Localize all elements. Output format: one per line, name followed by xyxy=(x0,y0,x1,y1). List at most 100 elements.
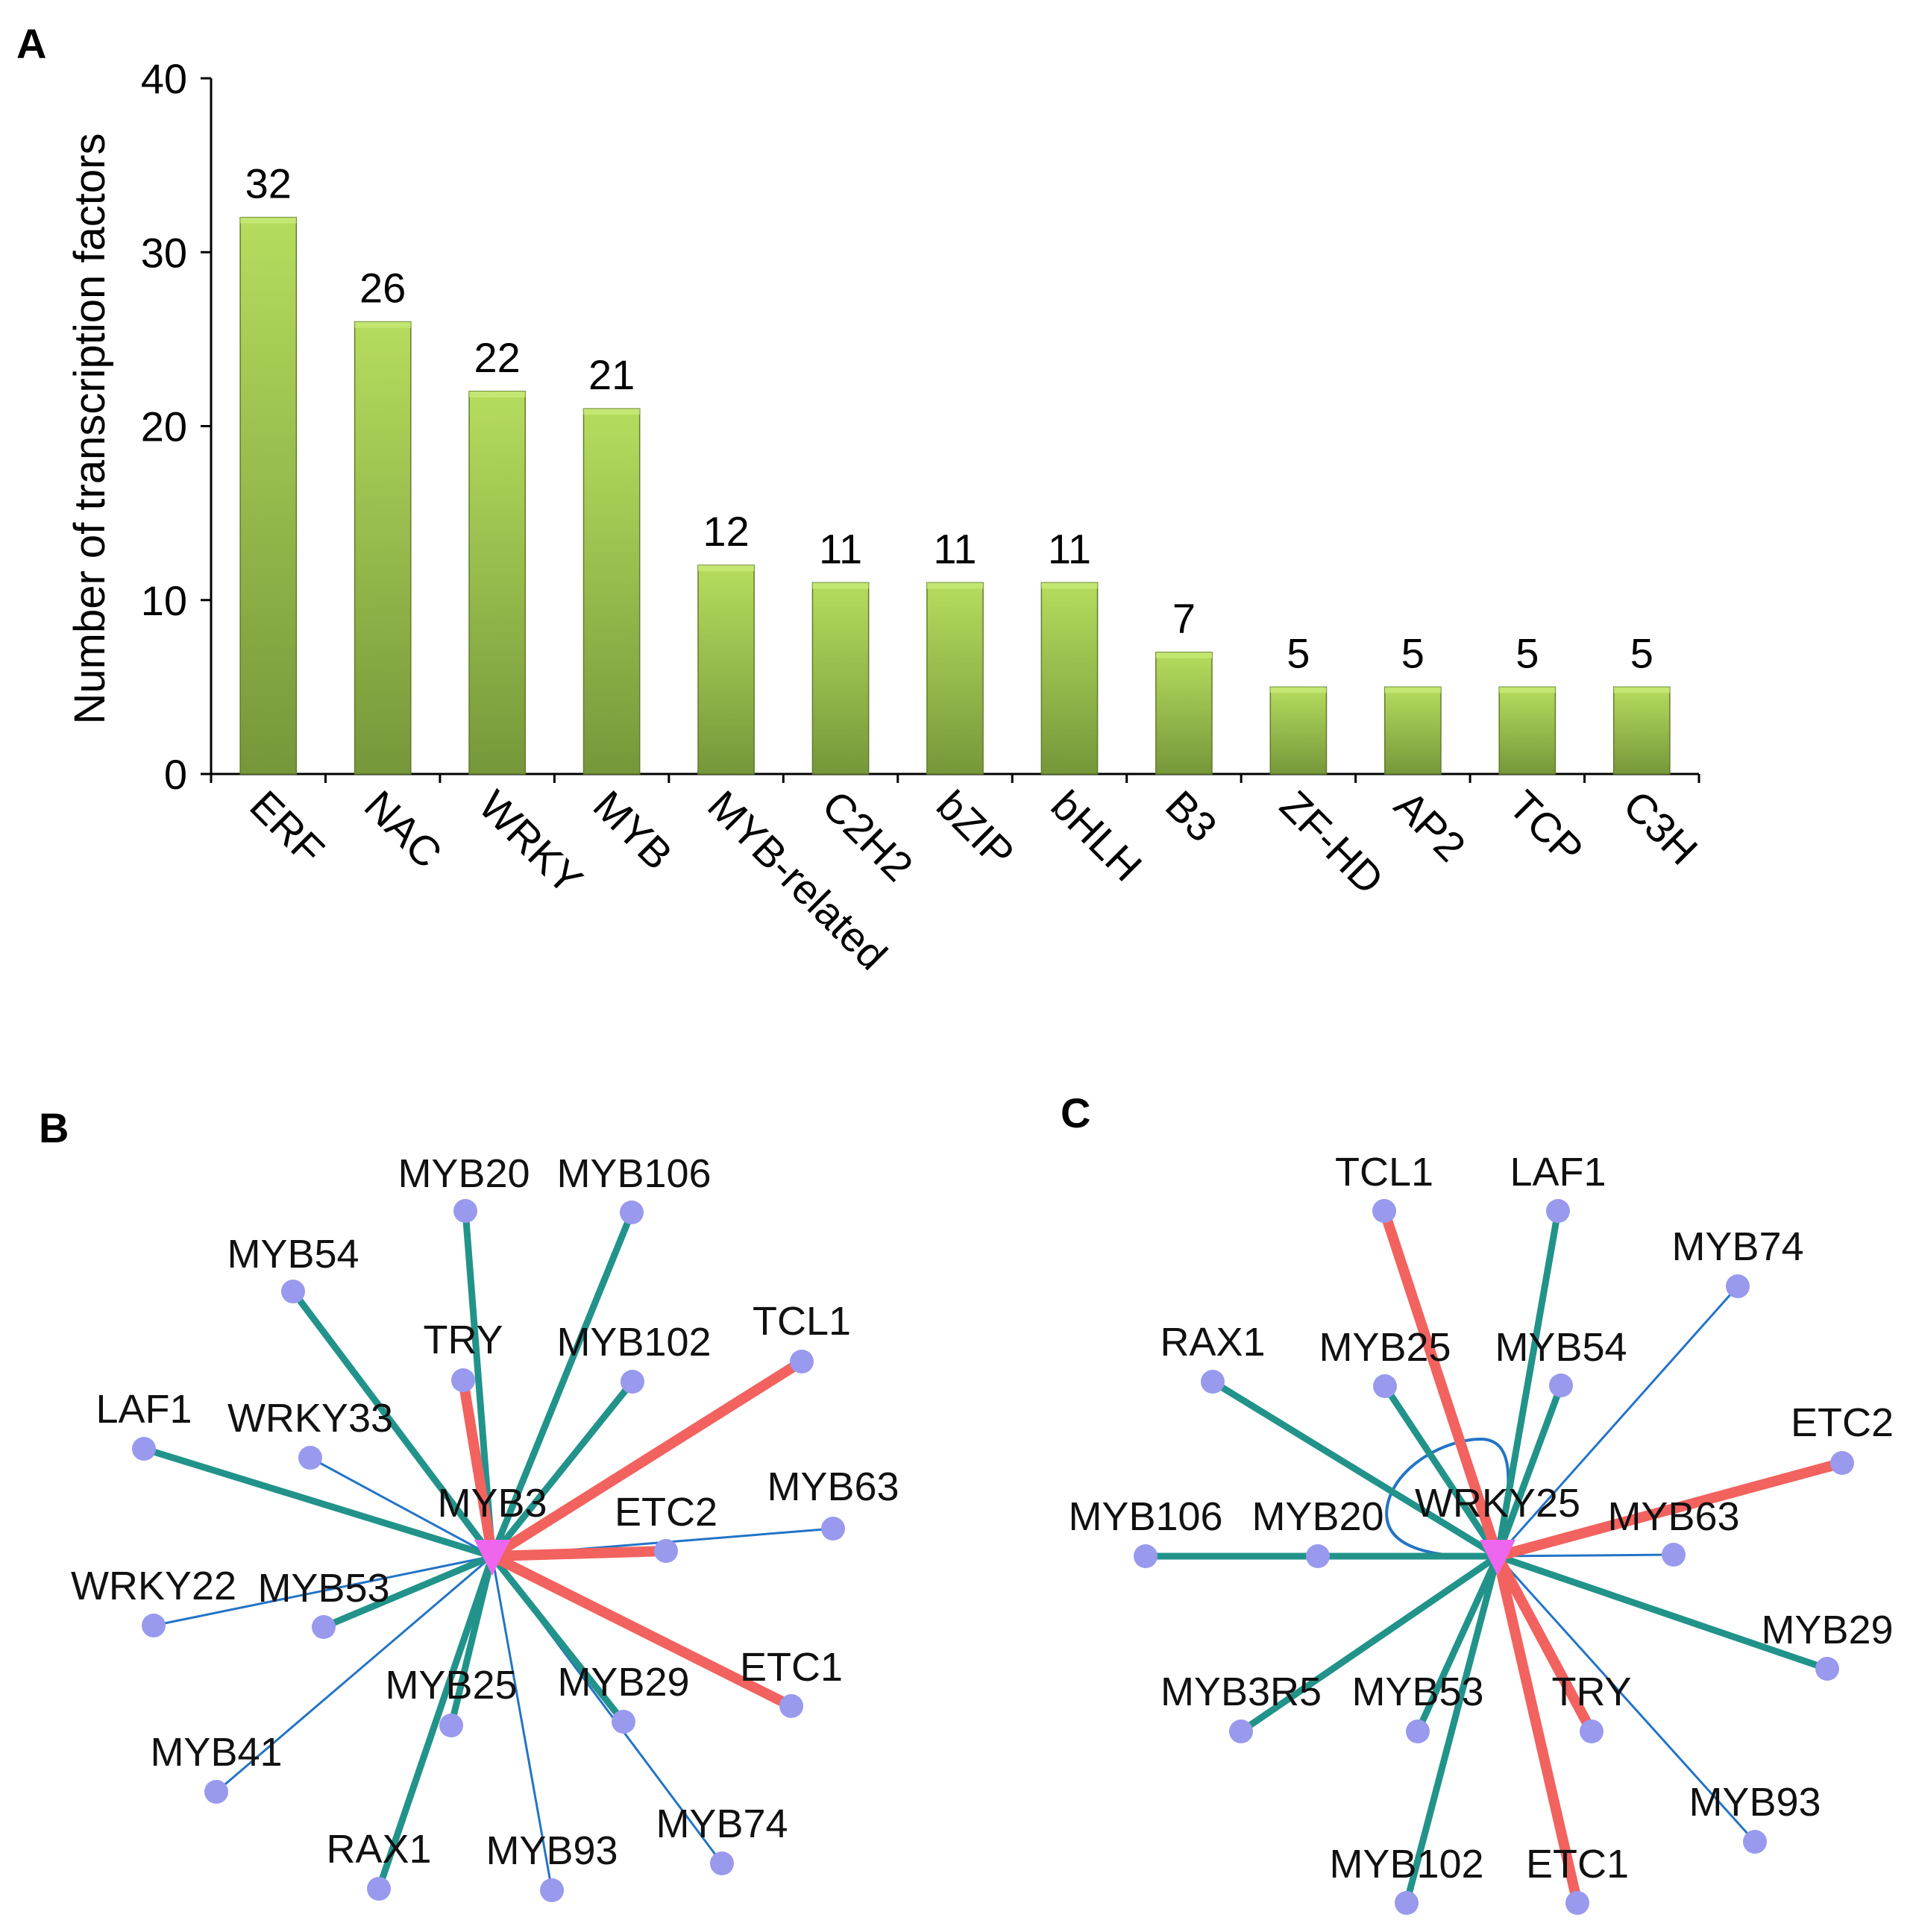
category-label: TCP xyxy=(1500,781,1592,874)
data-label: 12 xyxy=(703,508,749,555)
node-label: TRY xyxy=(423,1318,503,1362)
edge-red xyxy=(492,1551,666,1556)
data-label: 11 xyxy=(933,525,976,572)
category-label: C3H xyxy=(1615,781,1707,874)
node-label: MYB106 xyxy=(556,1151,711,1196)
edge-teal xyxy=(492,1382,632,1556)
data-label: 11 xyxy=(1048,525,1091,572)
y-tick-label: 20 xyxy=(141,403,187,450)
node-etc2 xyxy=(1830,1451,1854,1475)
bar-chart: 010203040 322622 2112 11 11 1175 5 5 5 ERF NAC WR… xyxy=(66,55,1707,979)
node-myb106 xyxy=(1134,1544,1158,1568)
node-rax1 xyxy=(1201,1370,1225,1394)
node-myb29 xyxy=(612,1710,635,1734)
data-label: 5 xyxy=(1401,629,1425,676)
node-try xyxy=(451,1368,475,1392)
x-ticks xyxy=(211,774,1699,783)
node-label: ETC1 xyxy=(740,1645,843,1690)
bar-top-highlight xyxy=(1156,652,1212,658)
node-wrky22 xyxy=(142,1614,166,1637)
y-tick-label: 30 xyxy=(141,229,187,276)
node-label: WRKY22 xyxy=(71,1564,236,1608)
node-try xyxy=(1580,1719,1604,1743)
data-label: 26 xyxy=(359,265,406,312)
network-b-labels: MYB20 MYB106MYB54TRY MYB102 TCL1LAF1 WRKY33E… xyxy=(71,1151,899,1873)
bar-bzip xyxy=(927,582,983,774)
bar-bhlh xyxy=(1041,582,1097,774)
node-label: MYB54 xyxy=(227,1232,359,1277)
bar-tcp xyxy=(1499,687,1555,774)
bar-nac xyxy=(355,322,411,774)
node-label: MYB20 xyxy=(398,1151,530,1196)
node-myb74 xyxy=(710,1851,734,1875)
node-myb63 xyxy=(1662,1543,1686,1567)
bar-top-highlight xyxy=(812,582,868,588)
bar-top-highlight xyxy=(1499,687,1555,693)
bar-top-highlight xyxy=(927,582,983,588)
y-tick-label: 40 xyxy=(141,55,187,102)
bar-top-highlight xyxy=(698,565,754,571)
node-laf1 xyxy=(1546,1199,1570,1223)
node-label: MYB63 xyxy=(767,1464,899,1509)
bar-b3 xyxy=(1156,652,1212,774)
node-label: MYB53 xyxy=(257,1566,389,1611)
panel-c-letter: C xyxy=(1061,1089,1090,1136)
y-ticks: 0 10 20 30 40 xyxy=(141,55,211,798)
bar-top-highlight xyxy=(1614,687,1670,693)
node-label: MYB20 xyxy=(1251,1494,1383,1539)
y-axis-title: Number of transcription factors xyxy=(66,133,114,725)
node-label: MYB63 xyxy=(1607,1494,1739,1539)
node-etc2 xyxy=(654,1539,678,1563)
bar-top-highlight xyxy=(1385,687,1441,693)
node-tcl1 xyxy=(1372,1199,1396,1223)
node-myb3r5 xyxy=(1229,1719,1253,1743)
bar-zf-hd xyxy=(1270,687,1326,774)
node-label: TCL1 xyxy=(753,1299,851,1344)
category-label: ZF-HD xyxy=(1271,781,1392,903)
category-label: B3 xyxy=(1157,781,1226,851)
node-laf1 xyxy=(132,1437,156,1461)
data-label: 5 xyxy=(1630,629,1653,676)
data-label: 5 xyxy=(1515,629,1539,676)
network-b: MYB20 MYB106 MYB54 TRY MYB102 TCL1 LAF1 WRKY33 E… xyxy=(71,1151,899,1902)
category-label: MYB xyxy=(585,781,682,878)
node-label: LAF1 xyxy=(95,1387,192,1432)
node-label: MYB25 xyxy=(385,1663,517,1708)
node-myb53 xyxy=(1406,1719,1430,1743)
node-label: MYB106 xyxy=(1068,1494,1222,1539)
node-myb20 xyxy=(1306,1544,1330,1568)
bar-top-highlight xyxy=(355,322,411,328)
node-myb63 xyxy=(821,1517,845,1541)
node-label: ETC2 xyxy=(1791,1400,1894,1445)
node-label: TCL1 xyxy=(1335,1150,1433,1195)
node-label: MYB102 xyxy=(1329,1842,1483,1887)
bar-myb-related xyxy=(698,565,754,774)
node-myb93 xyxy=(540,1878,564,1902)
node-label: MYB74 xyxy=(656,1802,788,1846)
node-label: RAX1 xyxy=(1160,1320,1265,1365)
network-c: TCL1 LAF1MYB74RAX1 MYB25 MYB54ETC2MYB106 MYB… xyxy=(1068,1150,1894,1915)
node-myb53 xyxy=(312,1615,336,1639)
node-myb54 xyxy=(1549,1374,1573,1397)
node-myb41 xyxy=(204,1780,228,1804)
data-label: 22 xyxy=(474,334,521,381)
bar-c2h2 xyxy=(812,582,868,774)
node-label: ETC2 xyxy=(615,1490,717,1535)
data-label: 7 xyxy=(1172,595,1196,642)
hub-label: WRKY25 xyxy=(1415,1481,1580,1526)
bar-ap2 xyxy=(1385,687,1441,774)
node-label: MYB74 xyxy=(1671,1224,1803,1269)
bar-myb xyxy=(584,409,640,774)
data-label: 11 xyxy=(819,525,862,572)
category-label: bHLH xyxy=(1042,781,1151,890)
node-label: WRKY33 xyxy=(227,1396,393,1441)
category-labels: ERF NAC WRKYMYB MYB-relatedC2H2 bZIP bHLH B3 ZF… xyxy=(241,781,1706,979)
edge-teal xyxy=(1385,1386,1498,1556)
figure: A B C 010203040 322622 2112 11 11 1175 5 5 5 ER… xyxy=(0,0,1916,1932)
category-label: ERF xyxy=(241,781,333,874)
data-label: 21 xyxy=(588,351,635,398)
data-label: 32 xyxy=(245,160,292,207)
node-label: LAF1 xyxy=(1510,1150,1606,1195)
node-label: MYB29 xyxy=(1761,1608,1893,1652)
node-myb106 xyxy=(620,1201,644,1224)
